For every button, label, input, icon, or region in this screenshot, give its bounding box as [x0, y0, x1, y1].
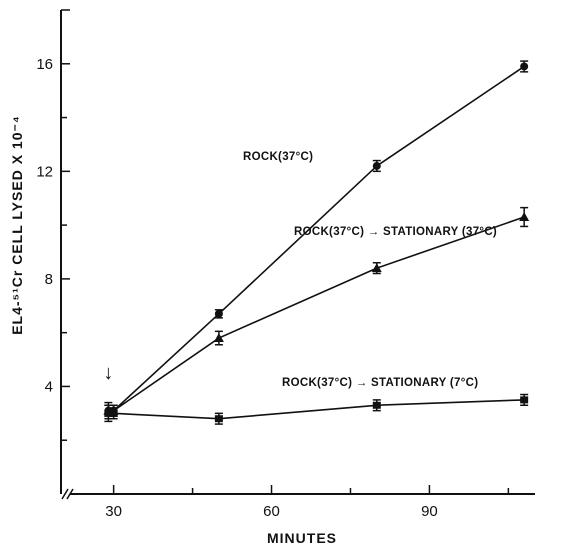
- x-tick-label: 30: [105, 503, 122, 520]
- start-arrow-annotation: ↓: [103, 362, 113, 384]
- data-point: [371, 263, 382, 273]
- data-point: [519, 212, 530, 222]
- y-axis-title: EL4-⁵¹Cr CELL LYSED X 10⁻⁴: [9, 115, 25, 335]
- series-layer: [103, 60, 530, 425]
- x-tick-label: 90: [421, 503, 438, 520]
- data-point: [520, 396, 529, 404]
- data-point: [372, 401, 381, 409]
- data-point: [104, 409, 113, 417]
- series-rock-stationary-7: [104, 393, 529, 425]
- data-point: [213, 333, 224, 343]
- x-axis-title: MINUTES: [267, 530, 337, 546]
- y-tick-label: 8: [45, 271, 53, 288]
- axes: 4 8 12 16 30 60 90: [36, 9, 535, 520]
- y-tick-label: 16: [36, 56, 53, 73]
- series-label-rock-stationary-37: ROCK(37°C) → STATIONARY (37°C): [294, 226, 497, 238]
- y-tick-label: 12: [36, 163, 53, 180]
- data-point: [109, 409, 118, 417]
- x-tick-label: 60: [263, 503, 280, 520]
- y-tick-label: 4: [45, 378, 53, 395]
- axis-break-mark: [66, 488, 74, 500]
- axis-break-mark: [61, 488, 69, 500]
- series-rock-37: [104, 60, 529, 417]
- data-point: [520, 62, 529, 71]
- data-point: [214, 309, 223, 318]
- series-line: [108, 399, 525, 420]
- series-label-rock-stationary-7: ROCK(37°C) → STATIONARY (7°C): [282, 377, 478, 389]
- data-point: [214, 415, 223, 423]
- series-label-rock-37: ROCK(37°C): [243, 151, 313, 163]
- labels-layer: MINUTES EL4-⁵¹Cr CELL LYSED X 10⁻⁴ ROCK(…: [9, 115, 497, 546]
- data-point: [372, 161, 381, 170]
